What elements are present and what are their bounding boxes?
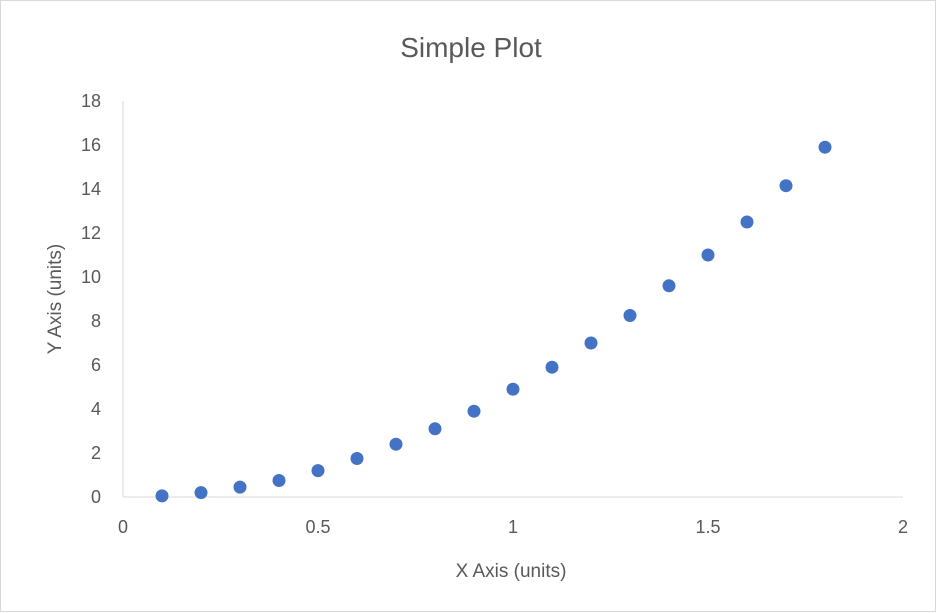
chart-title: Simple Plot <box>400 32 542 63</box>
x-tick-label: 1.5 <box>695 517 720 537</box>
y-tick-label: 18 <box>81 91 101 111</box>
y-axis-title: Y Axis (units) <box>45 244 66 355</box>
data-point <box>272 474 286 487</box>
x-tick-label: 0 <box>118 517 128 537</box>
x-tick-label: 2 <box>898 517 908 537</box>
data-point <box>506 382 520 396</box>
data-point <box>662 279 676 293</box>
data-point <box>350 452 364 465</box>
data-point <box>545 360 559 374</box>
data-point <box>818 140 832 154</box>
data-points <box>155 140 832 503</box>
y-tick-label: 2 <box>91 443 101 463</box>
data-point <box>311 464 325 478</box>
data-point <box>584 336 598 350</box>
data-point <box>155 489 169 503</box>
data-point <box>389 437 403 451</box>
x-tick-label: 1 <box>508 517 518 537</box>
x-axis-title: X Axis (units) <box>456 561 567 582</box>
y-tick-label: 14 <box>81 179 101 199</box>
y-tick-label: 0 <box>91 487 101 507</box>
data-point <box>194 486 208 500</box>
data-point <box>779 179 793 193</box>
y-tick-label: 12 <box>81 223 101 243</box>
data-point <box>467 404 481 418</box>
data-point <box>428 422 442 436</box>
x-tick-label: 0.5 <box>305 517 330 537</box>
y-tick-label: 10 <box>81 267 101 287</box>
data-point <box>233 480 247 494</box>
y-tick-label: 16 <box>81 135 101 155</box>
y-tick-label: 4 <box>91 399 101 419</box>
data-point <box>740 215 754 229</box>
x-tick-labels: 0 0.5 1 1.5 2 <box>118 517 908 537</box>
y-tick-label: 8 <box>91 311 101 331</box>
y-tick-labels: 0 2 4 6 8 10 12 14 16 18 <box>81 91 101 507</box>
data-point <box>623 309 637 322</box>
y-tick-label: 6 <box>91 355 101 375</box>
data-point <box>701 248 715 262</box>
